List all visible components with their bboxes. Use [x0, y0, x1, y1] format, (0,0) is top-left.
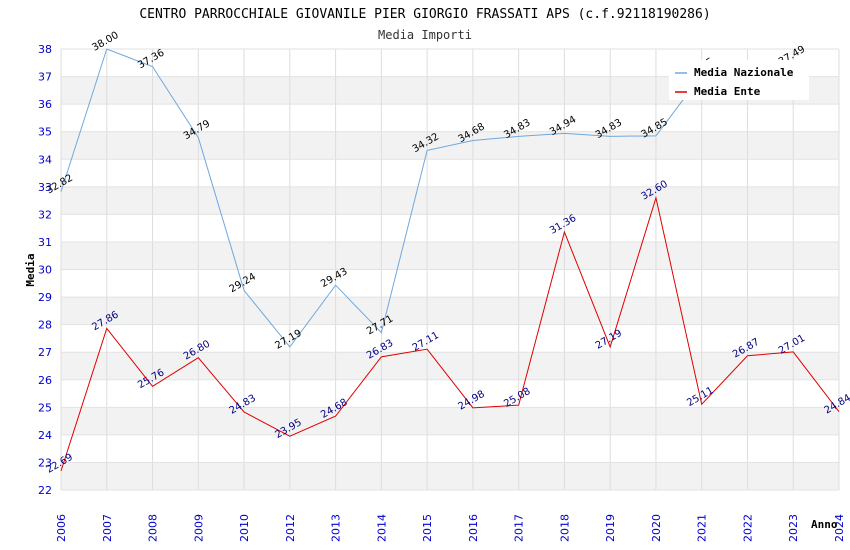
x-tick-label: 2013: [330, 514, 343, 542]
grid-band: [61, 269, 839, 298]
y-tick-label: 34: [38, 153, 52, 166]
grid-band: [61, 159, 839, 187]
x-tick-label: 2008: [147, 514, 160, 542]
grid-band: [61, 407, 839, 435]
grid-band: [61, 297, 839, 325]
grid-band: [61, 324, 839, 353]
x-tick-label: 2017: [513, 514, 526, 542]
y-tick-label: 37: [38, 71, 52, 84]
x-tick-label: 2018: [558, 514, 571, 542]
x-tick-label: 2020: [650, 514, 663, 542]
grid-band: [61, 214, 839, 242]
x-tick-label: 2021: [696, 514, 709, 542]
grid-band: [61, 352, 839, 380]
x-axis-label: Anno: [811, 518, 838, 531]
chart-title: CENTRO PARROCCHIALE GIOVANILE PIER GIORG…: [139, 7, 710, 22]
legend-label-ente: Media Ente: [694, 85, 761, 98]
y-axis-label: Media: [24, 253, 37, 286]
y-tick-label: 23: [38, 456, 52, 469]
y-tick-label: 35: [38, 126, 52, 139]
chart-subtitle: Media Importi: [378, 28, 472, 42]
y-tick-label: 30: [38, 264, 52, 277]
y-tick-label: 22: [38, 484, 52, 497]
x-tick-label: 2014: [375, 514, 388, 542]
y-tick-label: 29: [38, 291, 52, 304]
grid-band: [61, 379, 839, 408]
grid-band: [61, 241, 839, 270]
y-tick-label: 26: [38, 374, 52, 387]
x-tick-label: 2009: [192, 514, 205, 542]
x-tick-label: 2010: [238, 514, 251, 542]
x-axis-ticks: 2006 2007 2008 2009 2010 2012 2013 2014 2015 2016…: [55, 514, 846, 542]
y-tick-label: 31: [38, 236, 52, 249]
x-tick-label: 2007: [101, 514, 114, 542]
y-tick-label: 25: [38, 401, 52, 414]
y-tick-label: 28: [38, 319, 52, 332]
x-tick-label: 2023: [787, 514, 800, 542]
y-axis-ticks: 22 23 24 25 26 27 28 29 30 31 32 33 34 35 36 37 38: [38, 43, 52, 497]
grid-band: [61, 462, 839, 490]
grid-bands: [60, 48, 840, 491]
y-tick-label: 24: [38, 429, 52, 442]
x-tick-label: 2006: [55, 514, 68, 542]
x-tick-label: 2024: [833, 514, 846, 542]
series-lines: [60, 49, 840, 472]
y-tick-label: 36: [38, 98, 52, 111]
y-tick-label: 38: [38, 43, 52, 56]
x-tick-label: 2015: [421, 514, 434, 542]
x-tick-label: 2012: [284, 514, 297, 542]
y-tick-label: 32: [38, 208, 52, 221]
y-tick-label: 27: [38, 346, 52, 359]
grid-band: [61, 434, 839, 463]
grid-band: [61, 186, 839, 215]
x-tick-label: 2022: [741, 514, 754, 542]
legend-box: [669, 60, 809, 100]
x-tick-label: 2019: [604, 514, 617, 542]
legend: Media Nazionale Media Ente: [669, 60, 809, 100]
y-tick-label: 33: [38, 181, 52, 194]
legend-label-nazionale: Media Nazionale: [694, 66, 794, 79]
x-tick-label: 2016: [467, 514, 480, 542]
grid-band: [61, 104, 839, 132]
series-line-ente: [60, 195, 840, 472]
